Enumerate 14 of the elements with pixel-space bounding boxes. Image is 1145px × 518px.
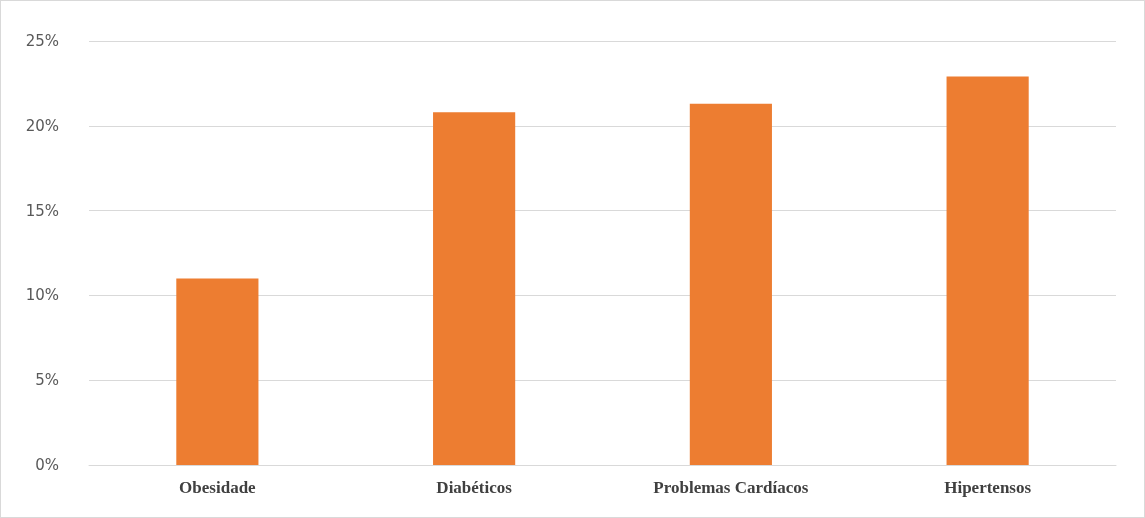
- y-tick-label: 5%: [35, 371, 59, 390]
- bar: [433, 112, 516, 465]
- bar: [176, 278, 259, 465]
- bar: [946, 76, 1029, 465]
- x-tick-label: Problemas Cardíacos: [653, 478, 809, 497]
- y-tick-label: 0%: [35, 456, 59, 474]
- bar: [689, 103, 772, 465]
- y-tick-label: 10%: [25, 286, 59, 305]
- y-tick-label: 20%: [25, 116, 59, 135]
- y-tick-label: 15%: [25, 201, 59, 220]
- x-tick-label: Obesidade: [179, 478, 257, 497]
- x-tick-label: Diabéticos: [436, 478, 513, 497]
- y-tick-label: 25%: [25, 32, 59, 50]
- x-tick-label: Hipertensos: [944, 478, 1032, 497]
